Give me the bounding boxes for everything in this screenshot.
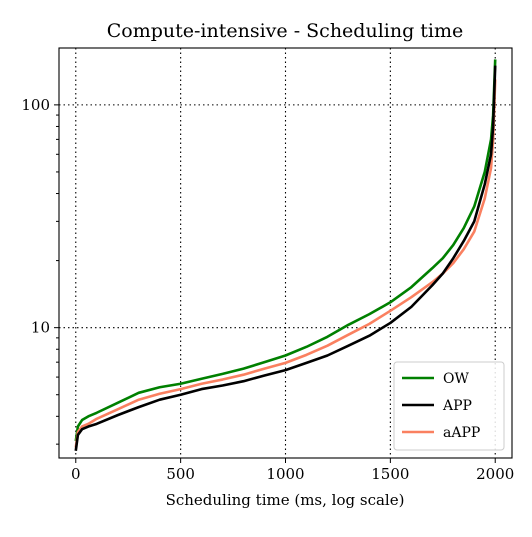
x-tick-label: 1500: [371, 465, 409, 483]
series-line-ow: [74, 59, 497, 442]
x-tick-label: 1000: [266, 465, 304, 483]
series-layer: [74, 59, 497, 452]
legend: OW APP aAPP: [393, 361, 505, 451]
chart-title: Compute-intensive - Scheduling time: [107, 20, 464, 42]
legend-box: [393, 361, 505, 451]
y-tick-label: 10: [31, 319, 50, 337]
y-tick-label: 100: [21, 96, 50, 114]
plot-frame: [58, 47, 513, 459]
legend-label-ow: OW: [443, 371, 469, 387]
axis-layer: 0 500 1000 1500 2000 10 100: [21, 96, 514, 483]
legend-label-app: APP: [442, 398, 472, 414]
x-tick-label: 0: [71, 465, 81, 483]
x-axis-label: Scheduling time (ms, log scale): [166, 491, 405, 509]
series-line-app: [74, 65, 497, 452]
legend-label-aapp: aAPP: [443, 425, 480, 441]
x-tick-label: 500: [166, 465, 195, 483]
x-tick-label: 2000: [476, 465, 514, 483]
series-line-aapp: [74, 79, 497, 448]
